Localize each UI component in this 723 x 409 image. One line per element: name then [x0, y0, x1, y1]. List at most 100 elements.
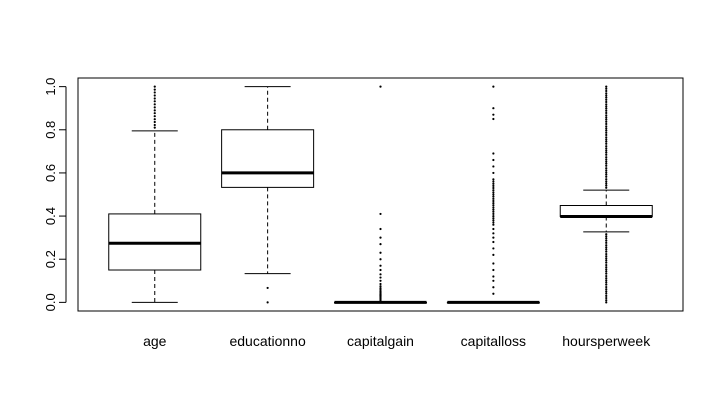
outlier-point	[605, 255, 608, 258]
outlier-point	[605, 98, 608, 101]
outlier-point	[379, 288, 382, 291]
outlier-point	[379, 290, 382, 293]
x-tick-label-educationno: educationno	[229, 333, 306, 349]
outlier-point	[605, 301, 608, 304]
outlier-point	[492, 219, 495, 222]
outlier-point	[605, 233, 608, 236]
outlier-point	[492, 189, 495, 192]
outlier-point	[605, 85, 608, 88]
outlier-point	[605, 246, 608, 249]
outlier-point	[605, 103, 608, 106]
x-tick-label-capitalgain: capitalgain	[347, 333, 414, 349]
outlier-point	[492, 262, 495, 265]
outlier-point	[605, 294, 608, 297]
outlier-point	[379, 279, 382, 282]
outlier-point	[605, 158, 608, 161]
outlier-point	[605, 186, 608, 189]
outlier-point	[605, 122, 608, 126]
outlier-point	[492, 158, 495, 162]
outlier-point	[605, 111, 608, 115]
outlier-point	[153, 97, 156, 100]
outlier-point	[492, 227, 495, 231]
outlier-point	[492, 253, 495, 257]
y-tick-label: 0.0	[43, 293, 58, 311]
outlier-point	[153, 109, 156, 112]
outlier-point	[605, 241, 608, 244]
outlier-point	[605, 94, 608, 97]
outlier-point	[605, 182, 608, 185]
outlier-point	[153, 106, 156, 109]
outlier-point	[492, 292, 495, 295]
outlier-point	[492, 279, 495, 282]
outlier-point	[153, 120, 156, 124]
outlier-point	[605, 105, 608, 108]
y-tick-label: 0.2	[43, 250, 58, 268]
outlier-point	[605, 272, 608, 275]
outlier-point	[605, 277, 608, 280]
outlier-point	[605, 129, 608, 132]
outlier-point	[492, 182, 495, 185]
outlier-point	[379, 287, 382, 290]
outlier-point	[153, 115, 156, 118]
outlier-point	[153, 126, 156, 129]
outlier-point	[492, 214, 495, 218]
outlier-point	[605, 270, 608, 273]
outlier-point	[605, 239, 608, 242]
outlier-point	[605, 296, 608, 300]
outlier-point	[605, 180, 608, 183]
outlier-point	[492, 206, 495, 209]
outlier-point	[605, 268, 608, 271]
y-axis: 0.0 0.2 0.4 0.6 0.8 1.0	[43, 78, 67, 311]
box-age	[108, 85, 202, 303]
outlier-point	[492, 221, 495, 224]
plot-frame	[77, 77, 684, 312]
outlier-point	[153, 91, 156, 94]
outlier-point	[379, 268, 382, 272]
outlier-point	[605, 127, 608, 130]
outlier-point	[379, 264, 382, 267]
outlier-point	[379, 212, 382, 216]
outlier-point	[605, 100, 608, 104]
outlier-point	[605, 145, 608, 148]
outlier-point	[492, 197, 495, 200]
outlier-point	[379, 258, 382, 261]
outlier-point	[605, 142, 608, 145]
outlier-point	[605, 120, 608, 123]
outlier-point	[492, 152, 495, 155]
outlier-point	[492, 212, 495, 216]
outlier-point	[605, 109, 608, 112]
outlier-point	[492, 191, 495, 194]
outlier-point	[492, 223, 495, 226]
outlier-point	[153, 118, 156, 121]
x-tick-label-age: age	[143, 333, 167, 349]
outlier-point	[605, 116, 608, 119]
outlier-point	[492, 268, 495, 272]
outlier-point	[492, 286, 495, 289]
outlier-point	[379, 276, 382, 279]
outlier-point	[492, 210, 495, 213]
box-capitalloss	[446, 85, 540, 304]
outlier-point	[605, 259, 608, 262]
outlier-point	[605, 131, 608, 134]
outlier-point	[605, 175, 608, 178]
box-educationno	[221, 86, 315, 304]
outlier-point	[605, 96, 608, 99]
outlier-point	[605, 153, 608, 156]
outlier-point	[605, 244, 608, 247]
outlier-point	[153, 94, 156, 97]
outlier-point	[605, 263, 608, 267]
outlier-point	[605, 266, 608, 269]
outlier-point	[605, 133, 608, 137]
outlier-point	[153, 103, 156, 106]
outlier-point	[153, 112, 156, 115]
x-tick-label-hoursperweek: hoursperweek	[562, 333, 651, 349]
outlier-point	[266, 301, 269, 304]
outlier-point	[379, 85, 382, 88]
outlier-point	[605, 250, 608, 253]
outlier-point	[605, 151, 608, 154]
outlier-point	[492, 202, 495, 205]
y-tick-label: 0.6	[43, 164, 58, 182]
outlier-point	[492, 275, 495, 278]
outlier-point	[605, 292, 608, 295]
